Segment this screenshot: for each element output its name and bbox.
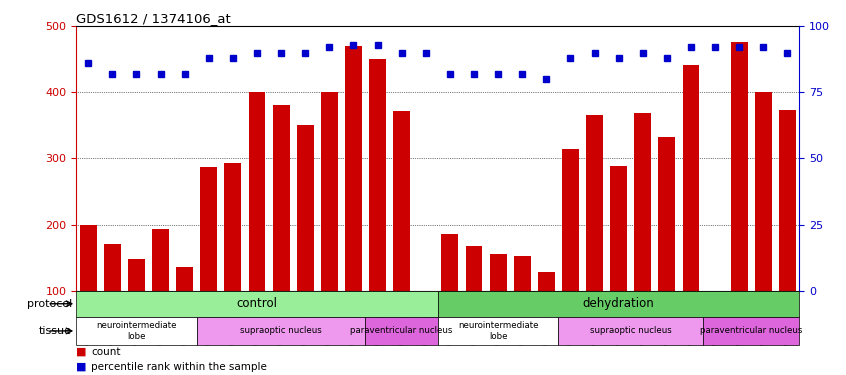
Bar bbox=[437, 291, 799, 317]
Text: protocol: protocol bbox=[27, 299, 72, 309]
Bar bbox=[321, 92, 338, 291]
Bar bbox=[610, 166, 627, 291]
Bar bbox=[437, 317, 558, 345]
Bar bbox=[703, 317, 799, 345]
Text: tissue: tissue bbox=[39, 326, 72, 336]
Bar bbox=[80, 225, 96, 291]
Bar bbox=[152, 229, 169, 291]
Text: ■: ■ bbox=[76, 347, 86, 357]
Bar bbox=[465, 246, 482, 291]
Bar bbox=[76, 291, 437, 317]
Bar bbox=[586, 116, 603, 291]
Bar bbox=[365, 317, 437, 345]
Text: count: count bbox=[91, 347, 121, 357]
Bar bbox=[731, 42, 748, 291]
Bar bbox=[128, 259, 145, 291]
Text: paraventricular nucleus: paraventricular nucleus bbox=[350, 326, 453, 335]
Bar bbox=[558, 317, 703, 345]
Bar bbox=[76, 317, 196, 345]
Bar bbox=[224, 163, 241, 291]
Bar bbox=[196, 317, 365, 345]
Text: GDS1612 / 1374106_at: GDS1612 / 1374106_at bbox=[76, 12, 231, 25]
Bar bbox=[369, 58, 386, 291]
Bar bbox=[201, 167, 217, 291]
Bar bbox=[272, 105, 289, 291]
Bar bbox=[658, 137, 675, 291]
Bar bbox=[683, 65, 700, 291]
Bar bbox=[538, 272, 555, 291]
Bar bbox=[490, 254, 507, 291]
Text: ■: ■ bbox=[76, 362, 86, 372]
Bar bbox=[779, 110, 796, 291]
Bar bbox=[562, 148, 579, 291]
Bar bbox=[249, 92, 266, 291]
Bar bbox=[297, 125, 314, 291]
Bar bbox=[104, 244, 121, 291]
Text: neurointermediate
lobe: neurointermediate lobe bbox=[96, 321, 177, 340]
Bar bbox=[345, 46, 362, 291]
Bar bbox=[755, 92, 772, 291]
Bar bbox=[634, 114, 651, 291]
Text: dehydration: dehydration bbox=[583, 297, 655, 310]
Bar bbox=[176, 267, 193, 291]
Text: supraoptic nucleus: supraoptic nucleus bbox=[240, 326, 322, 335]
Bar bbox=[514, 256, 530, 291]
Text: control: control bbox=[237, 297, 277, 310]
Text: paraventricular nucleus: paraventricular nucleus bbox=[700, 326, 803, 335]
Bar bbox=[393, 111, 410, 291]
Text: percentile rank within the sample: percentile rank within the sample bbox=[91, 362, 267, 372]
Text: supraoptic nucleus: supraoptic nucleus bbox=[590, 326, 672, 335]
Bar bbox=[442, 234, 459, 291]
Text: neurointermediate
lobe: neurointermediate lobe bbox=[458, 321, 538, 340]
